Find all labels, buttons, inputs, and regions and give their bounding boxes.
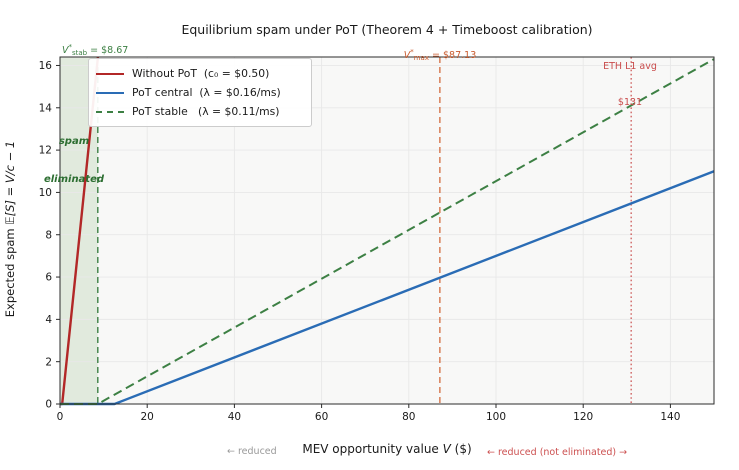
spam-eliminated-annotation: spam eliminated [43, 136, 105, 185]
series-line [60, 58, 715, 405]
legend-line-swatch [96, 91, 124, 94]
legend-line-swatch [96, 110, 124, 113]
x-tick-label: 40 [228, 411, 241, 423]
x-axis-label: MEV opportunity value V ($) [302, 442, 472, 456]
x-tick-label: 0 [57, 411, 64, 423]
y-tick-label: 16 [39, 60, 53, 72]
x-tick-label: 80 [402, 411, 415, 423]
y-tick-label: 8 [45, 229, 52, 241]
y-tick-label: 12 [39, 145, 52, 157]
y-tick-label: 14 [39, 102, 53, 114]
y-tick-label: 2 [45, 356, 52, 368]
eth-l1-avg-annotation: ETH L1 avg $131 [603, 61, 657, 108]
reduced-right-annotation: ← reduced (not eliminated) → [487, 447, 628, 458]
reduced-left-annotation: ← reduced [227, 446, 277, 457]
y-axis-label: Expected spam 𝔼[S] = V/c − 1 [3, 140, 17, 318]
legend-box: Without PoT (c₀ = $0.50) PoT central (λ =… [88, 58, 312, 127]
x-tick-label: 60 [315, 411, 328, 423]
y-tick-label: 4 [45, 314, 52, 326]
y-tick-label: 10 [39, 187, 52, 199]
axes-spines [59, 56, 715, 405]
chart-title: Equilibrium spam under PoT (Theorem 4 + … [181, 22, 593, 37]
legend-item-label: PoT central (λ = $0.16/ms) [132, 86, 281, 99]
vstab-threshold-annotation: V*stab = $8.67 [62, 43, 129, 57]
x-tick-label: 100 [486, 411, 506, 423]
legend-line-swatch [96, 72, 124, 75]
legend-item-label: PoT stable (λ = $0.11/ms) [132, 105, 280, 118]
legend-item: Without PoT (c₀ = $0.50) [96, 64, 303, 83]
y-tick-label: 6 [45, 272, 52, 284]
vmax-threshold-annotation: V*max = $87.13 [403, 48, 477, 62]
legend-item: PoT stable (λ = $0.11/ms) [96, 102, 303, 121]
legend-item-label: Without PoT (c₀ = $0.50) [132, 67, 270, 80]
x-tick-label: 140 [660, 411, 680, 423]
y-tick-label: 0 [45, 399, 52, 411]
legend-item: PoT central (λ = $0.16/ms) [96, 83, 303, 102]
x-tick-label: 20 [141, 411, 154, 423]
x-tick-label: 120 [573, 411, 593, 423]
